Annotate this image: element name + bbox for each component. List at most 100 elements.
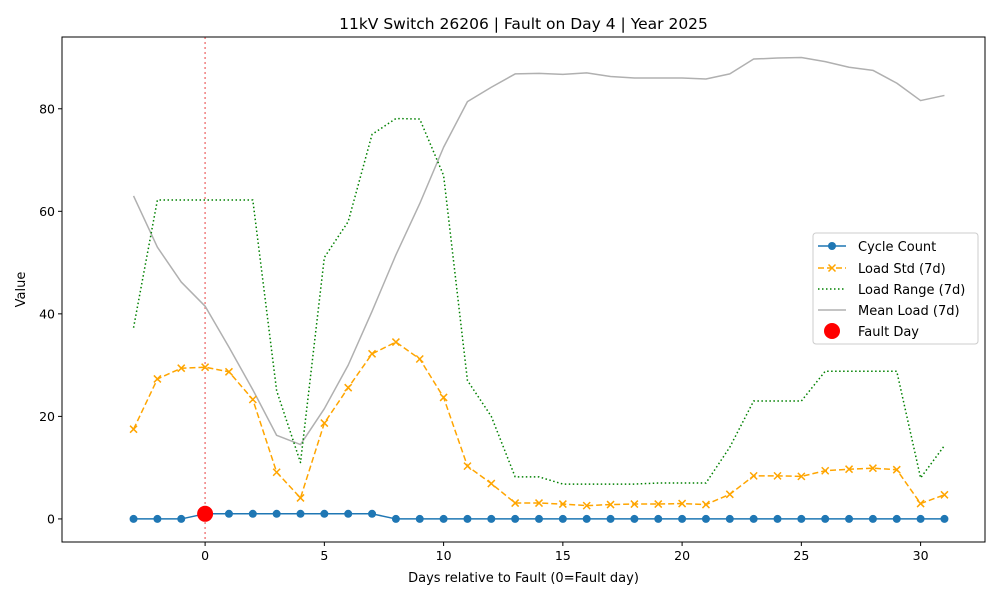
data-point-cycle-count (868, 514, 877, 523)
x-tick-label: 5 (320, 548, 328, 563)
y-tick-label: 80 (39, 101, 55, 116)
x-tick-label: 10 (436, 548, 452, 563)
data-point-cycle-count (535, 514, 544, 523)
data-point-load-std (296, 493, 305, 502)
data-point-load-std (582, 501, 591, 510)
series-line-mean-load (132, 56, 945, 446)
data-point-load-std (201, 363, 210, 372)
data-point-cycle-count (630, 514, 639, 523)
x-axis-ticks: 0 5 10 15 20 25 30 (201, 542, 929, 563)
x-tick-label: 15 (555, 548, 571, 563)
data-point-load-std (415, 354, 424, 364)
x-axis-label: Days relative to Fault (0=Fault day) (408, 571, 639, 586)
x-tick-label: 30 (913, 548, 929, 563)
data-point-cycle-count (248, 509, 257, 518)
data-point-cycle-count (940, 514, 949, 523)
chart-title: 11kV Switch 26206 | Fault on Day 4 | Yea… (339, 15, 708, 33)
data-point-cycle-count (224, 509, 233, 518)
legend-swatch-cycle-count-marker (828, 242, 836, 250)
data-point-cycle-count (606, 514, 615, 523)
y-tick-label: 20 (39, 409, 55, 424)
x-tick-label: 20 (674, 548, 690, 563)
data-point-cycle-count (558, 514, 567, 523)
data-point-load-std (368, 349, 377, 358)
data-point-load-std (749, 471, 758, 480)
data-point-cycle-count (272, 509, 281, 518)
data-point-load-std (153, 374, 162, 383)
data-point-load-std (487, 479, 496, 488)
data-point-load-std (344, 383, 353, 392)
data-point-load-std (558, 500, 567, 509)
legend-label-cycle-count: Cycle Count (858, 240, 936, 255)
data-point-cycle-count (916, 514, 925, 523)
data-point-cycle-count (415, 514, 424, 523)
data-point-cycle-count (511, 514, 520, 523)
data-point-cycle-count (654, 514, 663, 523)
data-point-load-std (940, 490, 949, 499)
data-point-cycle-count (320, 509, 329, 518)
data-point-cycle-count (845, 514, 854, 523)
data-point-load-std (511, 499, 520, 508)
data-point-cycle-count (678, 514, 687, 523)
data-point-cycle-count (725, 514, 734, 523)
data-point-load-std (439, 393, 448, 402)
data-point-load-std (272, 468, 281, 477)
data-point-cycle-count (773, 514, 782, 523)
data-point-cycle-count (344, 509, 353, 518)
legend-box (812, 232, 979, 345)
data-point-load-std (177, 364, 186, 373)
data-point-cycle-count (487, 514, 496, 523)
legend-label-mean-load: Mean Load (7d) (858, 304, 960, 319)
data-point-cycle-count (439, 514, 448, 523)
y-axis-ticks: 0 20 40 60 80 (39, 101, 62, 526)
data-point-cycle-count (892, 514, 901, 523)
legend: Cycle Count Load Std (7d) Load Range (7d… (812, 232, 979, 345)
data-point-load-std (224, 367, 233, 376)
data-point-load-std (129, 425, 138, 434)
data-point-load-std (916, 499, 925, 508)
data-point-cycle-count (296, 509, 305, 518)
legend-label-fault-day: Fault Day (858, 325, 919, 340)
legend-label-load-range: Load Range (7d) (858, 283, 965, 298)
data-point-cycle-count (701, 514, 710, 523)
data-point-load-std (725, 490, 734, 499)
data-point-cycle-count (463, 514, 472, 523)
data-point-load-std (463, 462, 472, 471)
data-point-load-std (821, 466, 830, 475)
plot-area (129, 37, 949, 542)
data-point-load-std (534, 499, 544, 508)
y-tick-label: 0 (47, 511, 55, 526)
y-tick-label: 40 (39, 306, 55, 321)
legend-swatch-load-std-marker (827, 263, 837, 273)
data-point-load-std (248, 395, 257, 404)
series-line-load-range (132, 117, 946, 485)
data-point-cycle-count (749, 514, 758, 523)
legend-label-load-std: Load Std (7d) (858, 262, 946, 277)
data-point-cycle-count (391, 514, 400, 523)
plot-frame (61, 36, 986, 543)
legend-swatch-fault-day-marker (824, 323, 840, 339)
data-point-cycle-count (797, 514, 806, 523)
y-tick-label: 60 (39, 204, 55, 219)
x-tick-label: 0 (201, 548, 209, 563)
data-point-cycle-count (177, 514, 186, 523)
data-point-cycle-count (129, 514, 138, 523)
data-point-load-std (391, 338, 400, 347)
data-point-cycle-count (582, 514, 591, 523)
x-tick-label: 25 (793, 548, 809, 563)
fault-day-marker (197, 505, 214, 522)
data-point-load-std (606, 500, 615, 509)
data-point-load-std (892, 465, 901, 474)
data-point-load-std (701, 500, 710, 509)
data-point-load-std (320, 419, 329, 428)
data-point-load-std (773, 471, 782, 480)
data-point-load-std (868, 464, 877, 473)
y-axis-label: Value (14, 272, 29, 308)
data-point-cycle-count (153, 514, 162, 523)
data-point-load-std (630, 500, 639, 509)
data-point-cycle-count (368, 509, 377, 518)
data-point-load-std (845, 465, 854, 474)
data-point-load-std (654, 500, 663, 509)
data-point-cycle-count (821, 514, 830, 523)
